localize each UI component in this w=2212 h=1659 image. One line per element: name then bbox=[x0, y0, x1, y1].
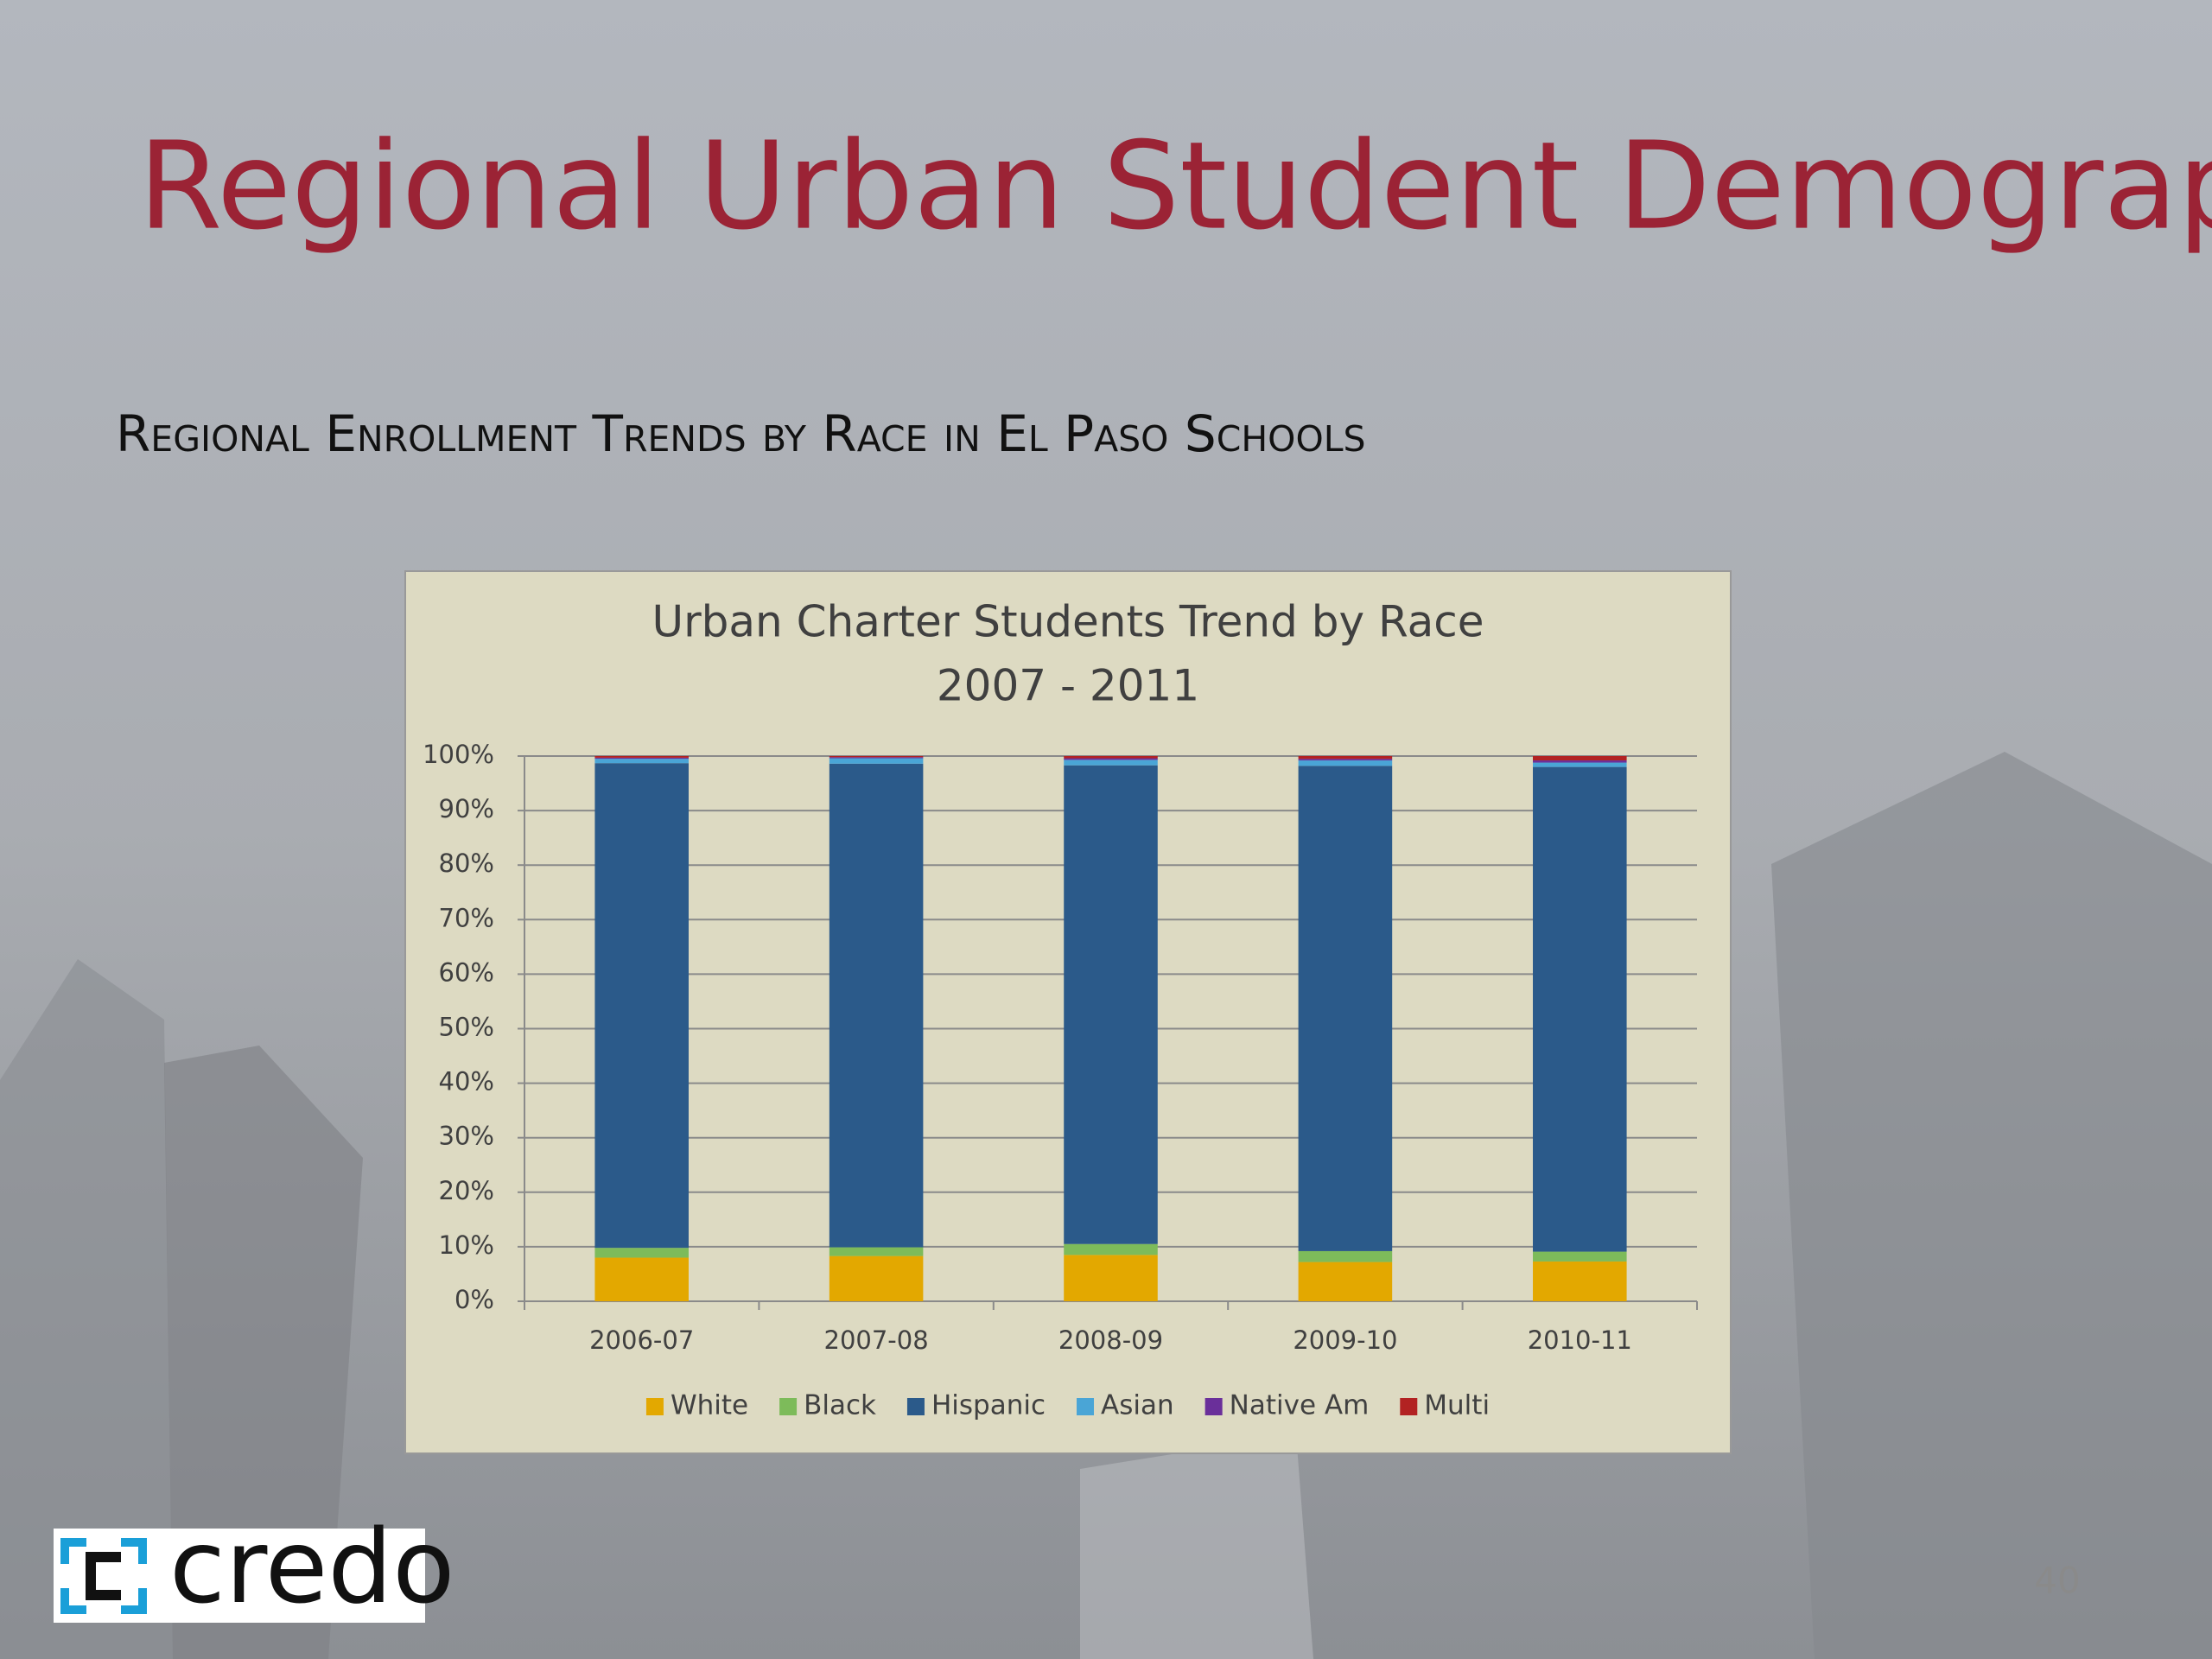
legend-swatch bbox=[906, 1398, 925, 1415]
slide-title: Regional Urban Student Demographics bbox=[138, 117, 2212, 257]
x-tick-label: 2007-08 bbox=[824, 1325, 929, 1355]
bar-segment bbox=[1298, 766, 1393, 1251]
bar-segment bbox=[594, 757, 689, 760]
legend: White Black Hispanic Asian Native Am Multi bbox=[645, 1390, 1490, 1421]
logo-box bbox=[54, 1529, 425, 1623]
legend-label: Multi bbox=[1424, 1390, 1490, 1421]
legend-swatch bbox=[645, 1398, 664, 1415]
legend-label: Black bbox=[804, 1390, 876, 1421]
y-tick-label: 90% bbox=[439, 794, 494, 823]
bar-segment bbox=[1064, 760, 1158, 766]
x-tick-label: 2006-07 bbox=[589, 1325, 694, 1355]
y-tick-label: 70% bbox=[439, 903, 494, 932]
y-tick-label: 10% bbox=[439, 1230, 494, 1260]
bar-segment bbox=[594, 1257, 689, 1301]
bar-segment bbox=[1533, 762, 1627, 767]
legend-swatch bbox=[1400, 1398, 1418, 1415]
legend-label: White bbox=[671, 1390, 748, 1421]
logo-text: credo bbox=[169, 1507, 455, 1626]
y-tick-label: 50% bbox=[439, 1013, 494, 1042]
bar-segment bbox=[1533, 760, 1627, 763]
y-tick-label: 100% bbox=[423, 740, 494, 769]
bar-segment bbox=[1064, 756, 1158, 759]
bar-segment bbox=[1533, 766, 1627, 1252]
bar-segment bbox=[829, 763, 924, 1248]
slide-subtitle: Regional Enrollment Trends by Race in El… bbox=[116, 404, 1366, 463]
y-tick-label: 20% bbox=[439, 1176, 494, 1205]
bar-segment bbox=[829, 757, 924, 759]
bar-segment bbox=[1533, 1261, 1627, 1301]
bar-segment bbox=[1064, 1243, 1158, 1255]
legend-label: Asian bbox=[1101, 1390, 1174, 1421]
x-tick-label: 2008-09 bbox=[1058, 1325, 1163, 1355]
bar-segment bbox=[829, 758, 924, 764]
building bbox=[1771, 752, 2212, 1659]
bar-segment bbox=[1533, 1251, 1627, 1262]
legend-swatch bbox=[779, 1398, 798, 1415]
x-tick-label: 2010-11 bbox=[1528, 1325, 1632, 1355]
y-tick-label: 0% bbox=[454, 1285, 494, 1314]
y-tick-label: 30% bbox=[439, 1122, 494, 1151]
y-tick-label: 60% bbox=[439, 957, 494, 987]
legend-label: Native Am bbox=[1230, 1390, 1370, 1421]
logo-icon bbox=[60, 1538, 147, 1614]
bar-segment bbox=[1298, 760, 1393, 766]
bar-segment bbox=[829, 1255, 924, 1301]
bar-segment bbox=[1064, 765, 1158, 1244]
bar-segment bbox=[1064, 758, 1158, 760]
y-tick-label: 80% bbox=[439, 849, 494, 878]
chart-subtitle: 2007 - 2011 bbox=[937, 661, 1199, 711]
bar-segment bbox=[1533, 756, 1627, 761]
legend-swatch bbox=[1205, 1398, 1223, 1415]
bar-segment bbox=[1298, 1250, 1393, 1262]
legend-swatch bbox=[1077, 1398, 1095, 1415]
bar-segment bbox=[829, 1247, 924, 1256]
logo-icon bbox=[86, 1552, 121, 1600]
building bbox=[164, 1046, 363, 1659]
page-number: 40 bbox=[2034, 1560, 2080, 1602]
y-tick-label: 40% bbox=[439, 1067, 494, 1096]
bar-segment bbox=[594, 763, 689, 1249]
chart-title: Urban Charter Students Trend by Race bbox=[652, 597, 1484, 647]
bar-segment bbox=[594, 756, 689, 758]
bar-segment bbox=[594, 759, 689, 764]
legend-label: Hispanic bbox=[931, 1390, 1046, 1421]
x-tick-label: 2009-10 bbox=[1293, 1325, 1397, 1355]
bar-segment bbox=[594, 1248, 689, 1258]
bar-segment bbox=[1064, 1255, 1158, 1301]
bar-segment bbox=[1298, 1262, 1393, 1301]
building bbox=[0, 959, 173, 1659]
building bbox=[1080, 1434, 1313, 1659]
bar-segment bbox=[1298, 759, 1393, 761]
bar-segment bbox=[1298, 756, 1393, 760]
bar-segment bbox=[829, 756, 924, 758]
